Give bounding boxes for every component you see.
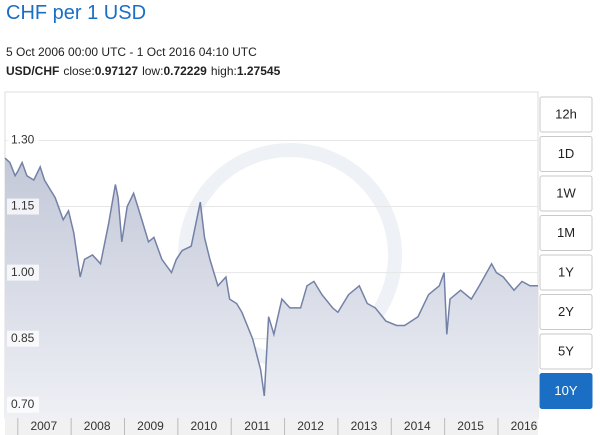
range-button-box — [539, 215, 593, 251]
range-button-box — [539, 136, 593, 172]
chart-subtitle: 5 Oct 2006 00:00 UTC - 1 Oct 2016 04:10 … — [6, 45, 257, 59]
range-button[interactable]: 12h — [539, 96, 593, 133]
y-tick-label: 1.30 — [11, 133, 35, 147]
stat-label: high: — [210, 64, 237, 78]
range-button-label: 1W — [556, 185, 576, 200]
range-button-box — [539, 96, 593, 133]
range-button[interactable]: 2Y — [539, 294, 593, 330]
range-button-label: 1D — [558, 146, 575, 161]
x-axis-band — [5, 418, 538, 435]
range-button[interactable]: 1W — [539, 175, 593, 212]
line — [4, 157, 538, 397]
stat-value: 0.97127 — [94, 64, 139, 78]
y-tick-label: 0.85 — [11, 331, 35, 345]
y-tick-label: 1.00 — [11, 265, 35, 279]
x-tick-label: 2009 — [137, 419, 164, 433]
y-tick-bg — [7, 396, 39, 413]
stat-value: 0.72229 — [163, 64, 207, 78]
x-tick-label: 2016 — [511, 419, 538, 433]
range-button-label: 12h — [555, 106, 577, 121]
stats: USD/CHF close:0.97127 low:0.72229 high:1.27… — [6, 64, 280, 78]
x-tick-label: 2008 — [84, 419, 111, 433]
range-button-label: 1Y — [558, 264, 574, 279]
stat-value: 1.27545 — [236, 64, 281, 78]
area — [5, 158, 538, 418]
range-button-box — [539, 254, 593, 291]
y-tick-bg — [7, 330, 39, 347]
range-button[interactable]: 1M — [539, 215, 593, 251]
range-button-box — [539, 294, 593, 330]
stat-label: low: — [142, 64, 164, 78]
range-button-box — [539, 175, 593, 212]
range-button[interactable]: 1Y — [539, 254, 593, 291]
chart-title: CHF per 1 USD — [6, 2, 147, 24]
x-tick-label: 2013 — [351, 419, 378, 433]
y-tick-bg — [7, 264, 39, 281]
y-tick-label: 1.15 — [11, 199, 35, 213]
range-button-box — [539, 333, 593, 370]
range-button[interactable]: 1D — [539, 136, 593, 172]
y-tick-bg — [7, 132, 39, 149]
range-button[interactable]: 5Y — [539, 333, 593, 370]
x-tick-label: 2010 — [191, 419, 218, 433]
range-button-label: 10Y — [554, 383, 577, 398]
range-button-label: 1M — [557, 225, 575, 240]
x-tick-label: 2012 — [297, 419, 324, 433]
stat-label: close: — [63, 64, 95, 78]
y-tick-bg — [7, 198, 39, 215]
x-tick-label: 2015 — [457, 419, 484, 433]
range-button-label: 2Y — [558, 304, 574, 319]
range-button-label: 5Y — [558, 343, 574, 358]
x-tick-label: 2014 — [404, 419, 431, 433]
x-tick-label: 2011 — [244, 419, 270, 433]
range-button[interactable]: 10Y — [539, 373, 593, 409]
x-tick-label: 2007 — [30, 419, 57, 433]
range-button-box — [539, 373, 593, 409]
y-tick-label: 0.70 — [11, 397, 35, 411]
pair: USD/CHF — [6, 64, 60, 78]
